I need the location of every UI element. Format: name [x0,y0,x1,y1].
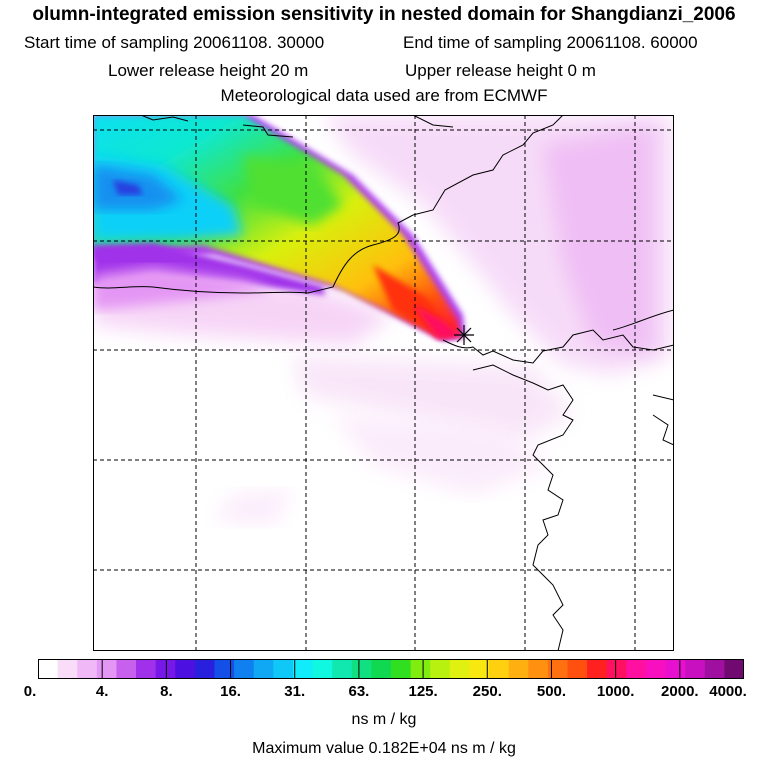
maximum-value: Maximum value 0.182E+04 ns m / kg [252,740,516,757]
colorbar-cell [77,659,98,679]
colorbar-cell [57,659,78,679]
colorbar-cell [469,659,490,679]
colorbar-cell [606,659,627,679]
colorbar-tick-label: 2000. [661,683,699,700]
colorbar-cell [351,659,372,679]
colorbar-unit: ns m / kg [351,711,417,728]
colorbar-cell [645,659,667,679]
colorbar-cell [175,659,196,679]
coastlines [93,115,674,651]
colorbar-cell [155,659,176,679]
colorbar-cell [371,659,392,679]
colorbar-cell [685,659,706,679]
colorbar-cell [214,659,235,679]
colorbar-cell [665,659,686,679]
colorbar-cell [253,659,274,679]
plume [93,115,465,341]
emission-sensitivity-map [93,115,674,651]
colorbar-tick-label: 4. [95,683,109,700]
colorbar-cell [489,659,510,679]
colorbar-cell [528,659,549,679]
colorbar-cell [626,659,647,679]
receptor-marker-icon [454,325,474,345]
met-data-source: Meteorological data used are from ECMWF [220,86,548,105]
colorbar-cell [704,659,725,679]
colorbar-tick-label: 250. [472,683,502,700]
colorbar-tick-label: 4000. [709,683,747,700]
colorbar-cell [430,659,451,679]
colorbar-cell [449,659,471,679]
plot-title: olumn-integrated emission sensitivity in… [32,4,736,25]
colorbar-cell [312,659,333,679]
colorbar-tick-label: 16. [220,683,241,700]
colorbar-cell [724,659,744,679]
colorbar-cell [587,659,608,679]
map-frame [93,115,674,651]
colorbar-tick-label: 0. [23,683,37,700]
colorbar-cell [391,659,412,679]
colorbar-cell [292,659,314,679]
colorbar-cell [508,659,529,679]
colorbar-tick-label: 125. [408,683,438,700]
colorbar-tick-label: 8. [160,683,173,700]
colorbar-cell [273,659,294,679]
colorbar-tick-label: 500. [536,683,567,700]
colorbar-cell [116,659,137,679]
colorbar-cell [234,659,255,679]
upper-release-height: Upper release height 0 m [405,61,596,80]
low-sensitivity-haze [93,115,674,525]
colorbar-tick-label: 31. [284,683,306,700]
colorbar-tick-label: 1000. [596,683,635,700]
colorbar-cell [194,659,216,679]
lat-lon-grid [93,115,674,651]
sampling-start-time: Start time of sampling 20061108. 30000 [24,33,325,52]
colorbar-cell [96,659,118,679]
colorbar [38,659,744,679]
colorbar-cell [410,659,431,679]
colorbar-cell [136,659,157,679]
lower-release-height: Lower release height 20 m [108,61,309,80]
colorbar-cell [547,659,569,679]
colorbar-cell [332,659,353,679]
colorbar-cell [38,659,59,679]
colorbar-cell [567,659,588,679]
sampling-end-time: End time of sampling 20061108. 60000 [403,33,698,52]
colorbar-tick-label: 63. [348,683,370,700]
